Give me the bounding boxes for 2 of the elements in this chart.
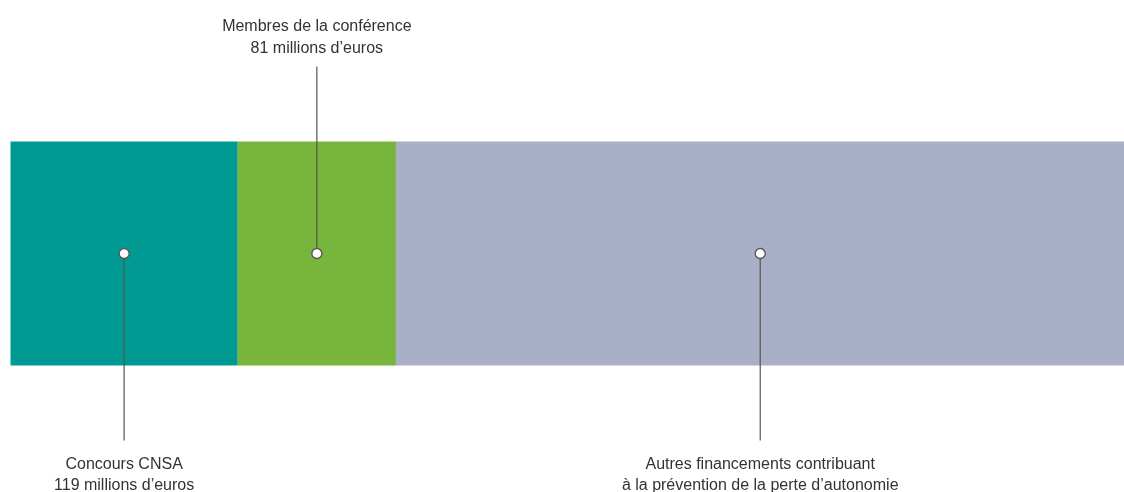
text: Concours CNSA 119 millions d’euros [54,454,195,492]
text: Membres de la conférence 81 millions d’euros [222,17,412,56]
